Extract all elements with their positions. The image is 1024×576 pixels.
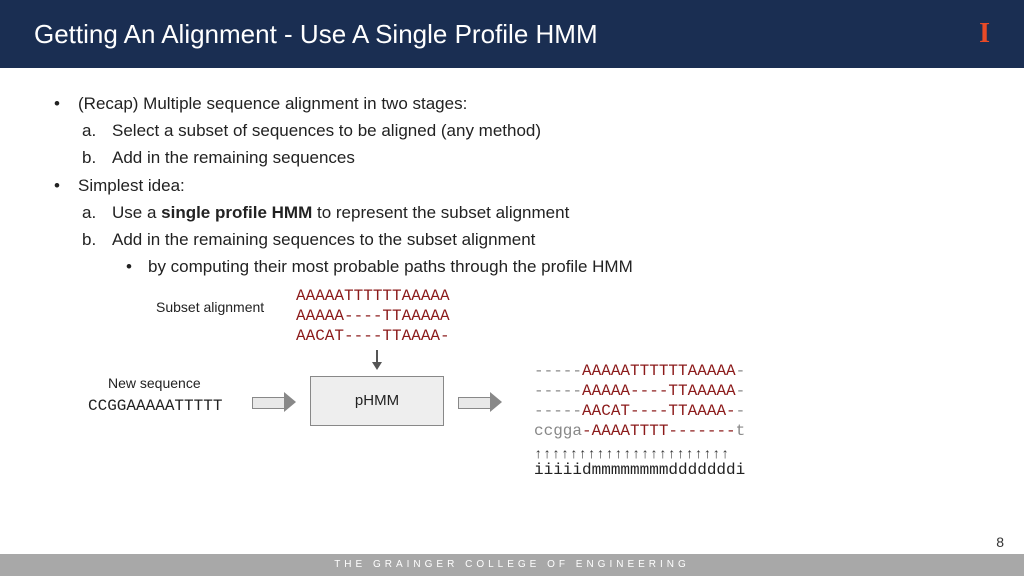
bullet-2a-text: Use a single profile HMM to represent th…: [112, 199, 569, 226]
out-row-1-red: AAAAATTTTTTAAAAA: [582, 362, 736, 380]
out-row-1-tail: -: [736, 362, 746, 380]
arrow-right-icon: [458, 394, 502, 410]
out-row-4-grey1: ccgga: [534, 422, 582, 440]
bullet-2: • Simplest idea:: [48, 172, 976, 199]
out-row-2-red: AAAAA----TTAAAAA: [582, 382, 736, 400]
bullet-1b: b. Add in the remaining sequences: [82, 144, 976, 171]
out-row-3-grey: -----: [534, 402, 582, 420]
bullet-2b1: • by computing their most probable paths…: [82, 253, 976, 280]
page-number: 8: [996, 534, 1004, 550]
subsub-marker: •: [122, 253, 148, 280]
subset-alignment-label: Subset alignment: [156, 296, 264, 318]
footer-bar: THE GRAINGER COLLEGE OF ENGINEERING: [0, 554, 1024, 576]
new-sequence: CCGGAAAAATTTTT: [88, 394, 222, 420]
out-row-4-red: -AAAATTTT-------: [582, 422, 736, 440]
arrow-down-icon: [372, 350, 384, 372]
bullet-2b: b. Add in the remaining sequences to the…: [82, 226, 976, 253]
illinois-logo: I: [979, 18, 990, 50]
bullet-marker: •: [48, 172, 78, 199]
phmm-diagram: Subset alignment AAAAATTTTTTAAAAA AAAAA-…: [48, 286, 976, 496]
bullet-1: • (Recap) Multiple sequence alignment in…: [48, 90, 976, 117]
sub-marker: b.: [82, 226, 112, 253]
slide-content: • (Recap) Multiple sequence alignment in…: [0, 68, 1024, 496]
bullet-1-text: (Recap) Multiple sequence alignment in t…: [78, 90, 467, 117]
bullet-2a-bold: single profile HMM: [161, 203, 312, 222]
sub-marker: b.: [82, 144, 112, 171]
bullet-marker: •: [48, 90, 78, 117]
subset-alignment-sequences: AAAAATTTTTTAAAAA AAAAA----TTAAAAA AACAT-…: [296, 286, 450, 346]
slide-title: Getting An Alignment - Use A Single Prof…: [34, 19, 598, 50]
phmm-box-label: pHMM: [355, 389, 399, 413]
out-row-1-grey: -----: [534, 362, 582, 380]
bullet-1b-text: Add in the remaining sequences: [112, 144, 355, 171]
bullet-2b1-text: by computing their most probable paths t…: [148, 253, 633, 280]
slide-header: Getting An Alignment - Use A Single Prof…: [0, 0, 1024, 68]
out-row-3-red: AACAT----TTAAAA-: [582, 402, 736, 420]
bullet-2-text: Simplest idea:: [78, 172, 185, 199]
bullet-2a-post: to represent the subset alignment: [312, 203, 569, 222]
bullet-1a: a. Select a subset of sequences to be al…: [82, 117, 976, 144]
bullet-2a-pre: Use a: [112, 203, 161, 222]
emission-states: iiiiidmmmmmmmmdddddddi: [534, 458, 745, 484]
out-row-2-grey: -----: [534, 382, 582, 400]
out-row-4-grey2: t: [736, 422, 746, 440]
bullet-2b-text: Add in the remaining sequences to the su…: [112, 226, 535, 253]
bullet-1a-text: Select a subset of sequences to be align…: [112, 117, 541, 144]
phmm-box: pHMM: [310, 376, 444, 426]
output-alignment: -----AAAAATTTTTTAAAAA- -----AAAAA----TTA…: [534, 361, 745, 441]
arrow-right-icon: [252, 394, 296, 410]
out-row-3-tail: -: [736, 402, 746, 420]
sub-marker: a.: [82, 117, 112, 144]
sub-marker: a.: [82, 199, 112, 226]
out-row-2-tail: -: [736, 382, 746, 400]
bullet-2a: a. Use a single profile HMM to represent…: [82, 199, 976, 226]
new-sequence-label: New sequence: [108, 372, 201, 394]
